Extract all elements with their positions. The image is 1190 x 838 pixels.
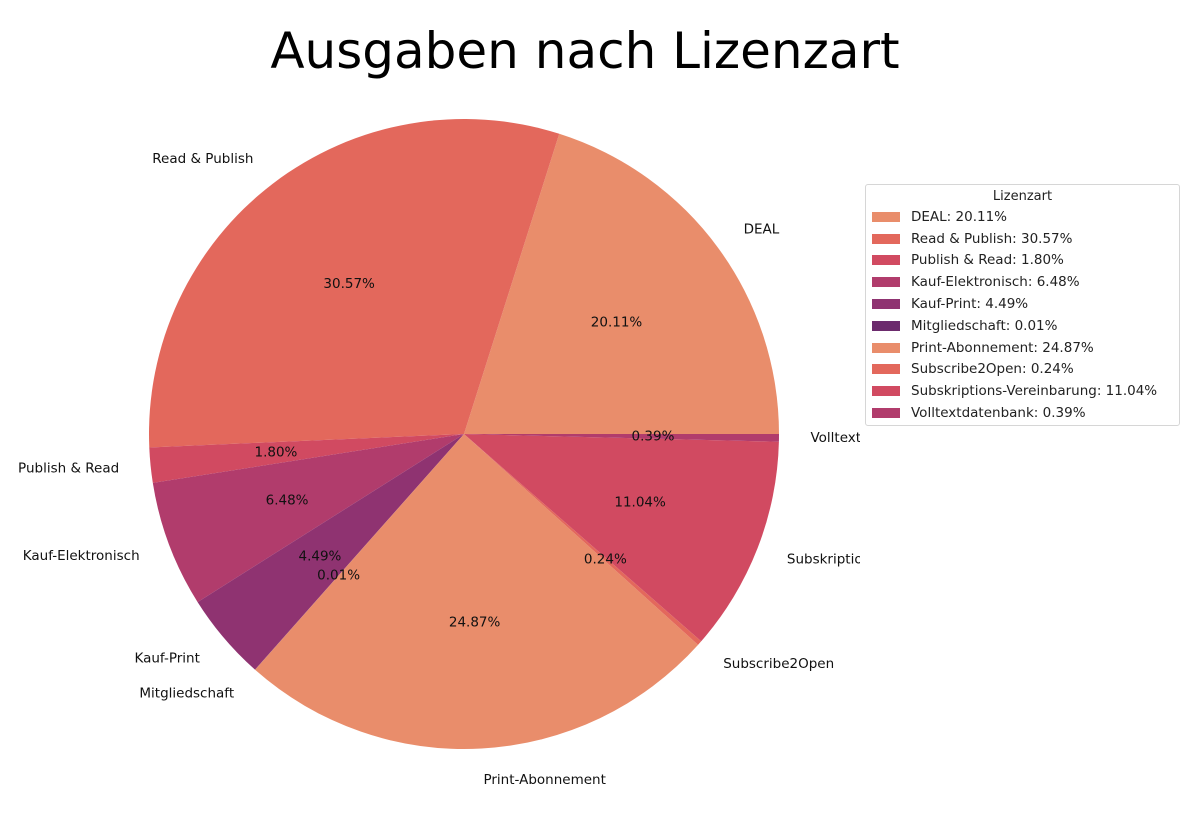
pie-category-label: Mitgliedschaft (139, 685, 234, 701)
legend-swatch (872, 342, 900, 353)
pie-percent-label: 4.49% (298, 548, 341, 564)
pie-percent-labels: 20.11% 30.57% 1.80% 6.48% 4.49% 0.01% 24.87% 0.… (254, 276, 674, 631)
legend-item: Subscribe2Open: 0.24% (872, 359, 1179, 381)
legend-label: Read & Publish: 30.57% (911, 230, 1073, 247)
pie-category-label: Subskriptions-Vereinbarung (787, 552, 860, 568)
legend-label: Volltextdatenbank: 0.39% (911, 405, 1086, 422)
legend-item: Print-Abonnement: 24.87% (872, 337, 1179, 359)
pie-category-label: Publish & Read (18, 460, 119, 476)
pie-percent-label: 30.57% (323, 276, 375, 292)
legend-label: Kauf-Print: 4.49% (911, 296, 1029, 313)
pie-slice-6 (255, 434, 699, 749)
legend-swatch (872, 299, 900, 310)
legend-label: Publish & Read: 1.80% (911, 252, 1064, 269)
pie-slice-5 (254, 434, 464, 670)
legend-swatch (872, 408, 900, 419)
legend-label: DEAL: 20.11% (911, 208, 1007, 225)
pie-category-label: Print-Abonnement (483, 772, 605, 788)
legend-item: Kauf-Print: 4.49% (872, 293, 1179, 315)
legend-swatch (872, 320, 900, 331)
legend-label: Subskriptions-Vereinbarung: 11.04% (911, 383, 1158, 400)
pie-slice-1 (148, 119, 560, 448)
pie-slices (148, 119, 779, 749)
pie-slice-3 (152, 434, 464, 603)
legend-swatch (872, 211, 900, 222)
chart-title: Ausgaben nach Lizenzart (270, 22, 900, 80)
pie-category-label: DEAL (744, 221, 780, 237)
pie-percent-label: 0.24% (584, 551, 627, 567)
legend-label: Print-Abonnement: 24.87% (911, 339, 1094, 356)
pie-category-label: Kauf-Elektronisch (23, 548, 140, 564)
pie-percent-label: 1.80% (254, 445, 297, 461)
legend-item: Kauf-Elektronisch: 6.48% (872, 271, 1179, 293)
pie-category-label: Volltextdatenbank (810, 430, 860, 446)
pie-slice-7 (464, 434, 702, 645)
legend-swatch (872, 233, 900, 244)
pie-percent-label: 6.48% (266, 492, 309, 508)
legend-item: Publish & Read: 1.80% (872, 250, 1179, 272)
legend: Lizenzart DEAL: 20.11% Read & Publish: 30… (865, 184, 1180, 426)
pie-percent-label: 11.04% (614, 495, 666, 511)
pie-category-label: Kauf-Print (134, 650, 199, 666)
pie-category-labels: DEAL Read & Publish Publish & Read Kauf-Ele… (18, 151, 860, 788)
legend-title: Lizenzart (992, 189, 1053, 204)
pie-chart: 20.11% 30.57% 1.80% 6.48% 4.49% 0.01% 24.87% 0.… (18, 119, 860, 788)
legend-item: Subskriptions-Vereinbarung: 11.04% (872, 380, 1179, 402)
pie-percent-label: 0.01% (317, 567, 360, 583)
legend-swatch (872, 277, 900, 288)
legend-item: Volltextdatenbank: 0.39% (872, 402, 1179, 424)
pie-slice-8 (464, 434, 779, 642)
pie-slice-4 (197, 434, 464, 670)
legend-item: Mitgliedschaft: 0.01% (872, 315, 1179, 337)
legend-label: Mitgliedschaft: 0.01% (911, 317, 1058, 334)
legend-item: Read & Publish: 30.57% (872, 228, 1179, 250)
legend-list: DEAL: 20.11% Read & Publish: 30.57% Publis… (872, 206, 1179, 424)
legend-label: Kauf-Elektronisch: 6.48% (911, 274, 1080, 291)
pie-category-label: Read & Publish (152, 151, 253, 167)
pie-percent-label: 20.11% (591, 314, 643, 330)
legend-swatch (872, 364, 900, 375)
legend-item: DEAL: 20.11% (872, 206, 1179, 228)
legend-swatch (872, 255, 900, 266)
pie-percent-label: 0.39% (632, 428, 675, 444)
pie-slice-9 (464, 434, 779, 442)
pie-slice-0 (464, 133, 779, 434)
legend-label: Subscribe2Open: 0.24% (911, 361, 1074, 378)
pie-slice-2 (149, 434, 464, 483)
pie-category-label: Subscribe2Open (723, 656, 834, 672)
pie-percent-label: 24.87% (449, 615, 501, 631)
legend-swatch (872, 386, 900, 397)
